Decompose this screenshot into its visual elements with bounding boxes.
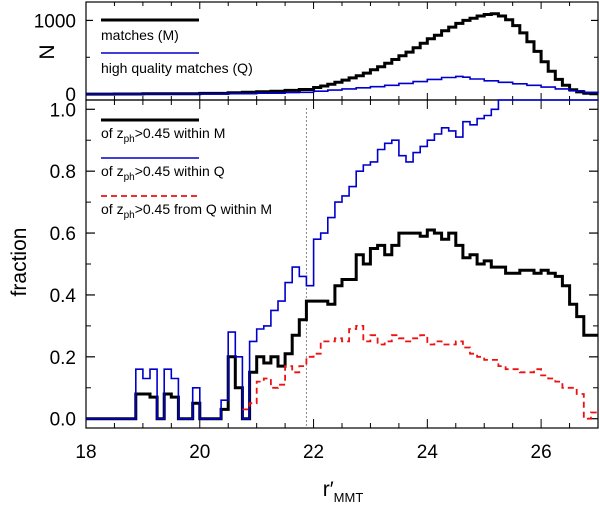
top-legend-label-0: matches (M) (101, 27, 179, 43)
bottom-series-line-2 (242, 325, 599, 420)
bottom-legend-label-1: of zph>0.45 within Q (101, 163, 225, 183)
bottom-legend-label-2: of zph>0.45 from Q within M (101, 201, 272, 221)
bottom-series-line-0 (86, 228, 598, 421)
legend-label-suffix: >0.45 from Q within M (135, 201, 272, 217)
x-tick-label: 20 (189, 442, 210, 463)
bottom-y-tick-label: 0.6 (50, 224, 76, 245)
bottom-y-tick-label: 1.0 (50, 100, 76, 121)
x-tick-label: 26 (531, 442, 552, 463)
bottom-y-axis-label: fraction (8, 228, 31, 297)
legend-label-subscript: ph (124, 134, 135, 145)
bottom-y-tick-label: 0.4 (50, 286, 77, 307)
x-axis-label: r′MMT (323, 478, 364, 505)
legend-label-subscript: ph (124, 210, 135, 221)
bottom-panel-legend: of zph>0.45 within Mof zph>0.45 within Q… (101, 118, 272, 221)
top-panel-legend: matches (M) high quality matches (Q) (101, 18, 253, 76)
x-tick-label: 22 (303, 442, 324, 463)
bottom-panel-frame (85, 99, 599, 429)
top-panel-frame (85, 1, 599, 101)
legend-label-prefix: of z (101, 125, 124, 141)
bottom-y-tick-label: 0.2 (50, 348, 76, 369)
legend-label-prefix: of z (101, 163, 124, 179)
top-y-tick-label: 0 (65, 85, 76, 106)
top-series-line-0 (86, 12, 598, 96)
legend-label-subscript: ph (124, 172, 135, 183)
top-legend-label-1: high quality matches (Q) (101, 60, 253, 76)
bottom-series-line-1 (86, 99, 598, 420)
legend-label-suffix: >0.45 within Q (135, 163, 225, 179)
top-series-line-1 (86, 75, 599, 95)
x-axis-label-main: r′ (323, 478, 334, 501)
x-tick-label: 18 (75, 442, 96, 463)
x-axis-label-subscript: MMT (334, 490, 364, 505)
bottom-y-tick-label: 0.8 (50, 162, 76, 183)
top-y-axis-label: N (36, 44, 59, 59)
bottom-legend-label-0: of zph>0.45 within M (101, 125, 225, 145)
top-y-tick-label: 1000 (34, 11, 76, 32)
x-tick-label: 24 (417, 442, 439, 463)
bottom-y-tick-label: 0.0 (50, 410, 76, 431)
top-panel-series (86, 12, 599, 96)
legend-label-suffix: >0.45 within M (135, 125, 226, 141)
bottom-panel-ticks: 0.0 0.2 0.4 0.6 0.8 1.0 18 20 22 24 26 (50, 100, 599, 463)
legend-label-prefix: of z (101, 201, 124, 217)
bottom-panel-series (86, 99, 599, 421)
